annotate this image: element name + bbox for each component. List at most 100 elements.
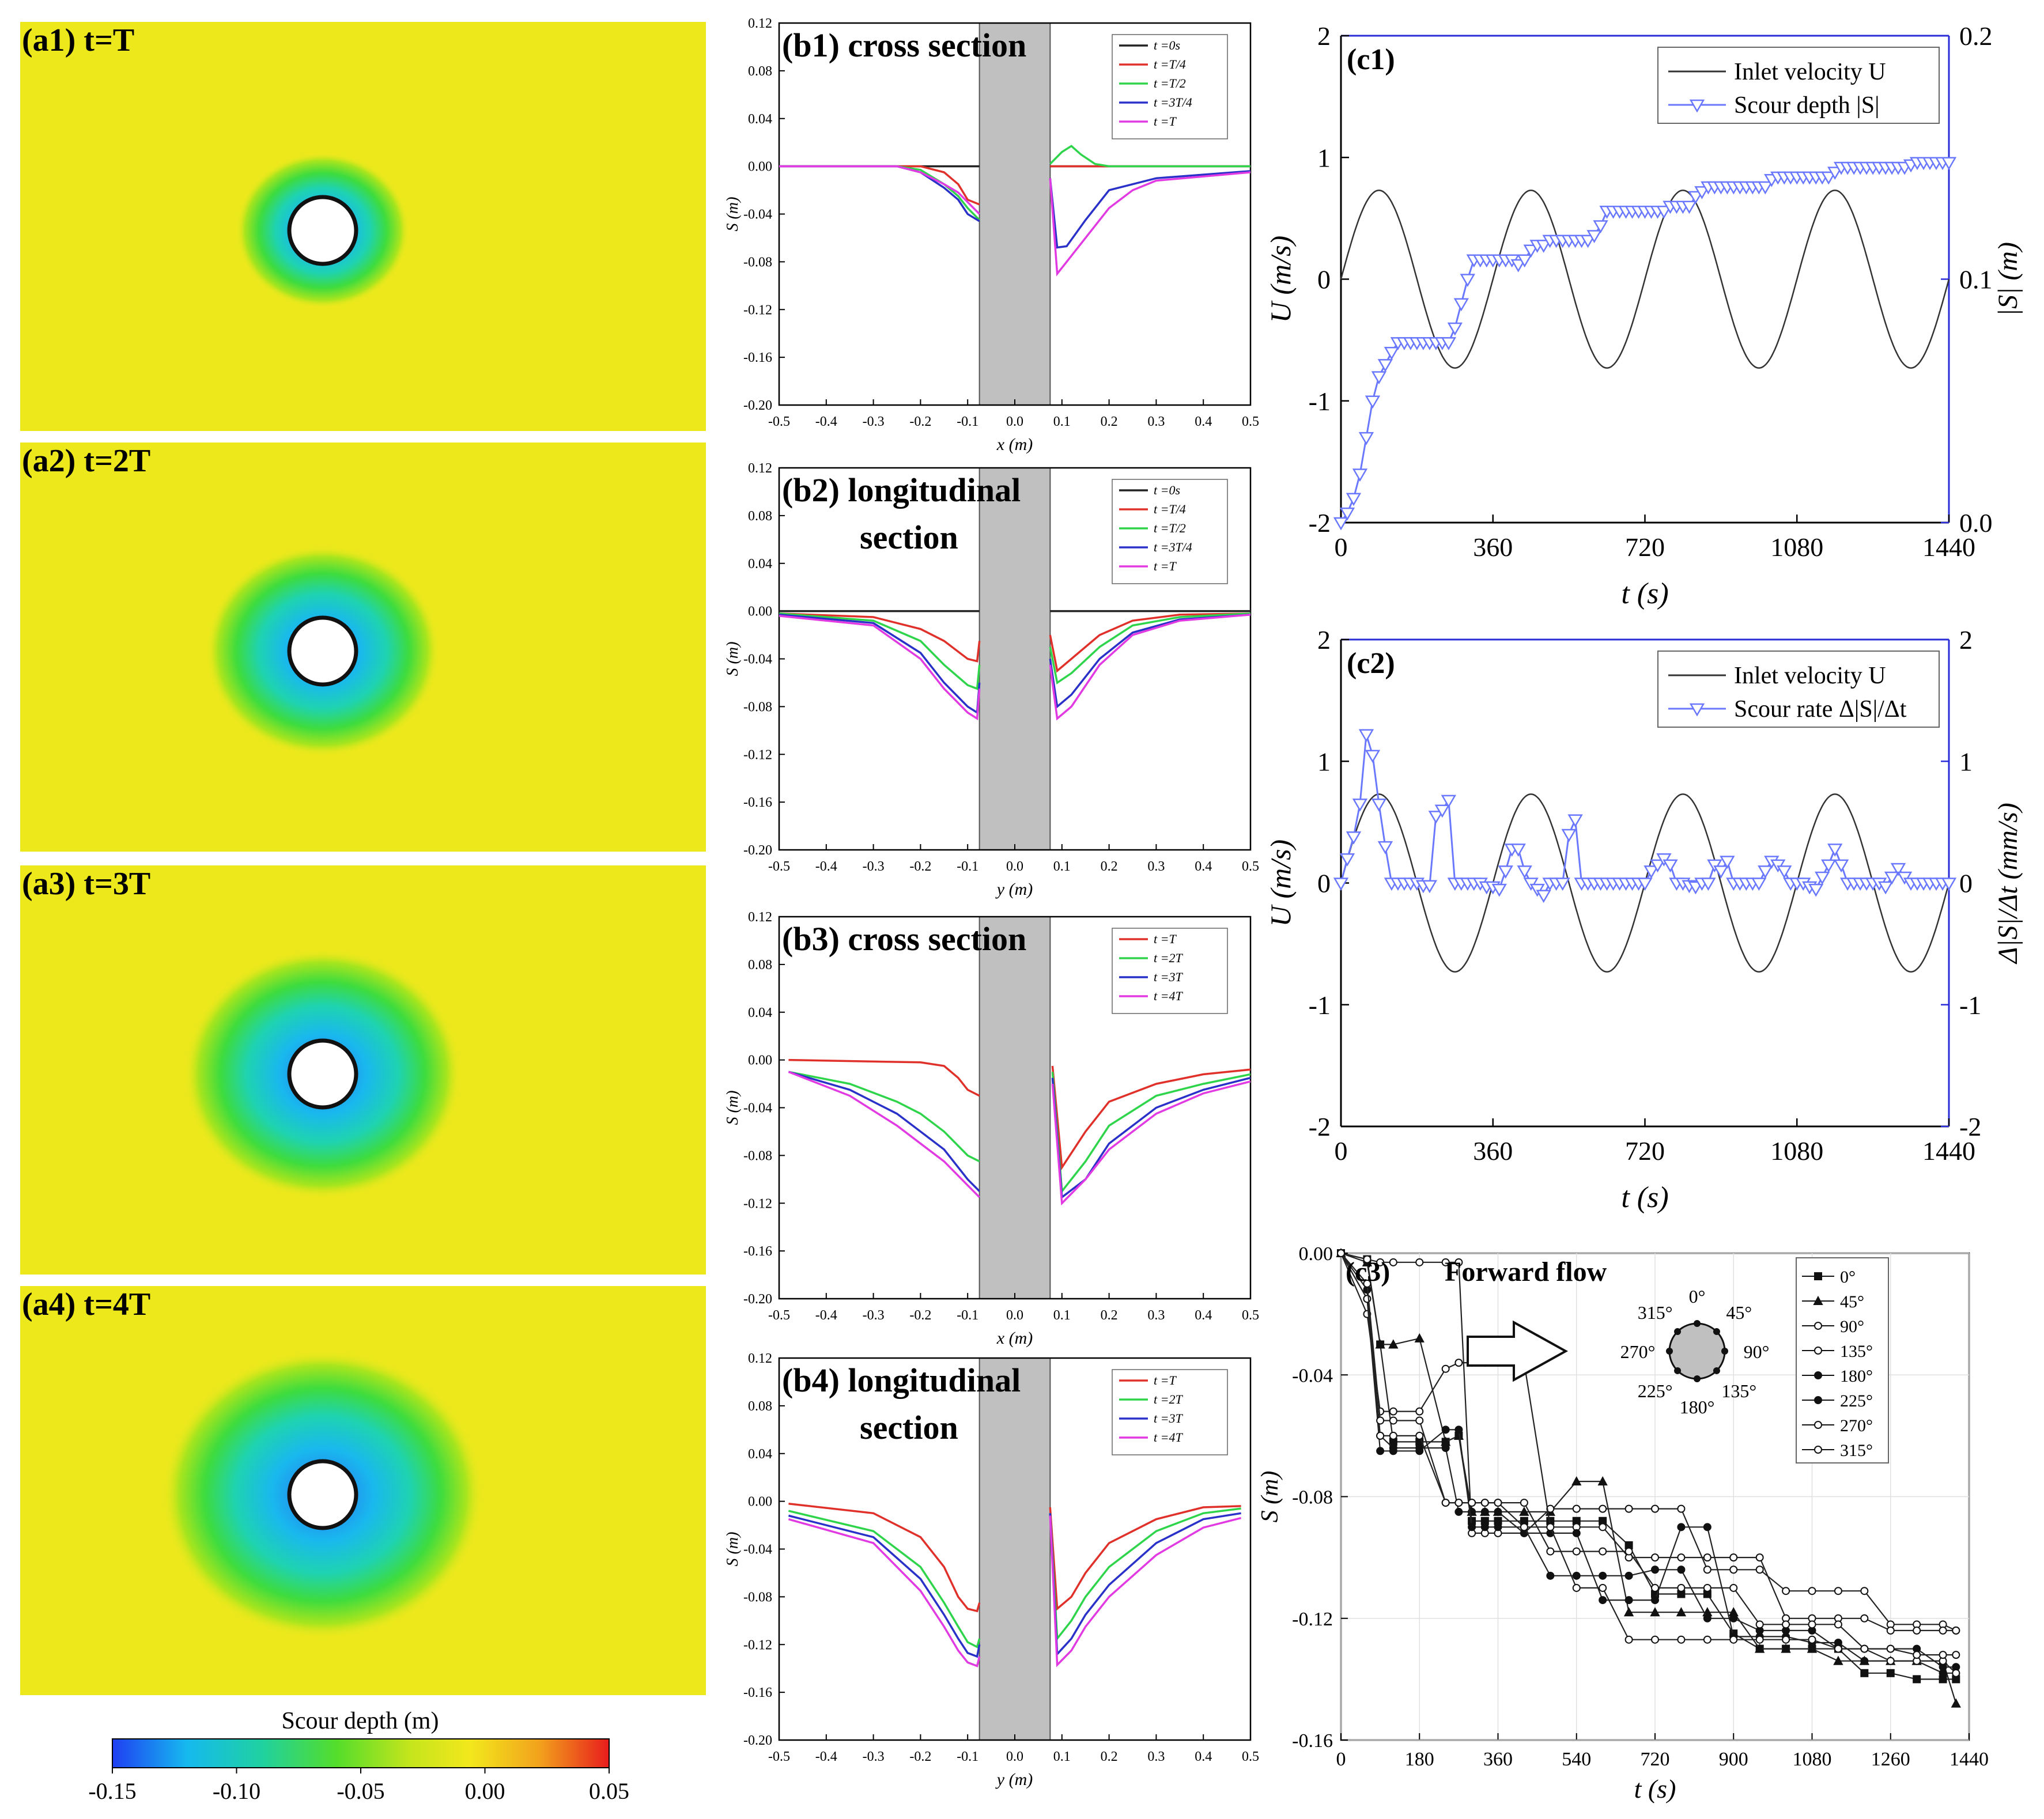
y-tick-label: 0.12 (748, 1351, 772, 1366)
scour-marker (1821, 171, 1837, 185)
chart-b4: -0.5 -0.4 -0.3 -0.2 -0.1 0.0 0.1 0.2 0.3 0.4 0.5 -0… (724, 1351, 1259, 1789)
series-marker (1375, 1339, 1385, 1349)
x-tick-label: 0.5 (1242, 1308, 1259, 1323)
series-line-green-right (1049, 1507, 1241, 1642)
angle-label: 90° (1744, 1341, 1770, 1362)
y-tick-label: 0 (1317, 265, 1331, 294)
scour-marker (1453, 298, 1469, 312)
scour-marker (1688, 191, 1703, 205)
scour-marker (1517, 865, 1532, 879)
series-line-red-right (1049, 612, 1251, 673)
x-tick-label: 0.4 (1195, 1308, 1212, 1323)
series-marker (1703, 1635, 1711, 1644)
y-tick-label: 0.04 (748, 1447, 772, 1462)
series-marker (1651, 1635, 1659, 1644)
series-line-green-right (1049, 612, 1251, 685)
x-tick-label: 360 (1483, 1749, 1513, 1770)
y-tick-label: -0.12 (743, 1638, 772, 1652)
chart-c1: 0 360 720 1080 1440 -2 -1 0 1 2 0.0 0.1 0.2 (c1) t (s)… (1264, 21, 2023, 610)
scour-marker (1333, 517, 1349, 531)
scour-marker (1650, 859, 1665, 873)
series-marker (1572, 1547, 1581, 1556)
series-marker (1834, 1587, 1842, 1595)
series-line-blue-left (788, 1071, 980, 1192)
x-tick-label: 0.2 (1101, 1308, 1118, 1323)
y-axis-label: S (m) (724, 197, 742, 232)
y-right-tick-label: 0 (1959, 869, 1973, 898)
legend-label: t =2T (1154, 1392, 1183, 1406)
x-tick-label: 0.4 (1195, 1749, 1212, 1764)
legend-marker (1814, 1272, 1822, 1280)
legend-label: 135° (1840, 1342, 1873, 1361)
y-tick-label: -0.16 (743, 795, 772, 810)
scour-marker (1384, 347, 1400, 360)
scour-marker (1365, 395, 1381, 409)
legend-marker (1814, 1322, 1822, 1330)
series-marker (1782, 1620, 1790, 1629)
series-line-green-left (788, 1071, 980, 1163)
legend-label: t =3T/4 (1154, 540, 1192, 554)
series-line-red-left (788, 1503, 981, 1613)
panel-title: (b3) cross section (782, 920, 1026, 958)
scour-marker (1371, 371, 1387, 384)
y-tick-label: 0.12 (748, 461, 772, 476)
x-tick-label: -0.4 (815, 1749, 837, 1764)
legend-box (1796, 1257, 1889, 1463)
series-line-blue-left (779, 165, 980, 222)
series-marker (1651, 1583, 1659, 1592)
y-tick-label: -2 (1309, 508, 1331, 538)
series-marker (1337, 1249, 1345, 1257)
series-line-green-right (1049, 145, 1250, 168)
series-line-magenta-left (779, 165, 980, 215)
y-tick-label: 0.08 (748, 509, 772, 524)
series-marker (1441, 1499, 1450, 1507)
scour-marker (1523, 244, 1539, 258)
legend-marker (1813, 1295, 1823, 1305)
series-marker (1624, 1547, 1633, 1556)
chart-b2: -0.5 -0.4 -0.3 -0.2 -0.1 0.0 0.1 0.2 0.3 0.4 0.5 -0… (724, 461, 1259, 899)
x-tick-label: 0 (1335, 1136, 1348, 1166)
series-marker (1860, 1614, 1869, 1623)
series-line-red-left (779, 165, 980, 206)
series-marker (1623, 1607, 1634, 1617)
series-marker (1886, 1626, 1895, 1635)
y-tick-label: -0.08 (1292, 1487, 1333, 1508)
legend-label: Inlet velocity U (1734, 59, 1886, 85)
x-tick-label: -0.1 (957, 859, 978, 874)
angle-label: 225° (1638, 1381, 1673, 1401)
legend-label: Scour rate Δ|S|/Δt (1734, 696, 1907, 723)
series-marker (1597, 1476, 1608, 1486)
series-line-magenta-right (1051, 1080, 1251, 1206)
x-tick-label: 0.4 (1195, 859, 1212, 874)
x-tick-label: 0 (1336, 1749, 1346, 1770)
scour-marker (1498, 865, 1513, 879)
series-marker (1363, 1295, 1372, 1303)
scour-marker (1827, 844, 1843, 857)
series-marker (1651, 1596, 1659, 1605)
scour-marker (1536, 890, 1551, 903)
y-tick-label: -0.16 (743, 350, 772, 365)
y-axis-label: S (m) (724, 1091, 742, 1125)
series-marker (1389, 1416, 1397, 1425)
legend-label: t =0s (1154, 38, 1180, 52)
scour-marker (1580, 235, 1596, 248)
y-right-tick-label: 0.0 (1959, 508, 1993, 538)
series-marker (1624, 1504, 1633, 1513)
series-marker (1599, 1504, 1607, 1513)
scour-marker (1346, 831, 1362, 845)
probe-point (1674, 1328, 1682, 1336)
series-marker (1415, 1447, 1424, 1455)
scour-marker (1643, 865, 1659, 879)
scour-marker (1428, 811, 1444, 824)
x-tick-label: 0.1 (1053, 1308, 1071, 1323)
series-marker (1454, 1425, 1463, 1434)
series-marker (1886, 1657, 1895, 1665)
scour-marker (1460, 274, 1475, 287)
colorbar-tick-label: -0.05 (337, 1778, 384, 1804)
colorbar-tick-label: -0.10 (213, 1778, 260, 1804)
pile-circle (287, 1038, 358, 1110)
legend-box (1657, 651, 1940, 728)
scour-marker (1447, 322, 1463, 336)
series-marker (1677, 1635, 1686, 1644)
scour-marker (1346, 493, 1362, 506)
